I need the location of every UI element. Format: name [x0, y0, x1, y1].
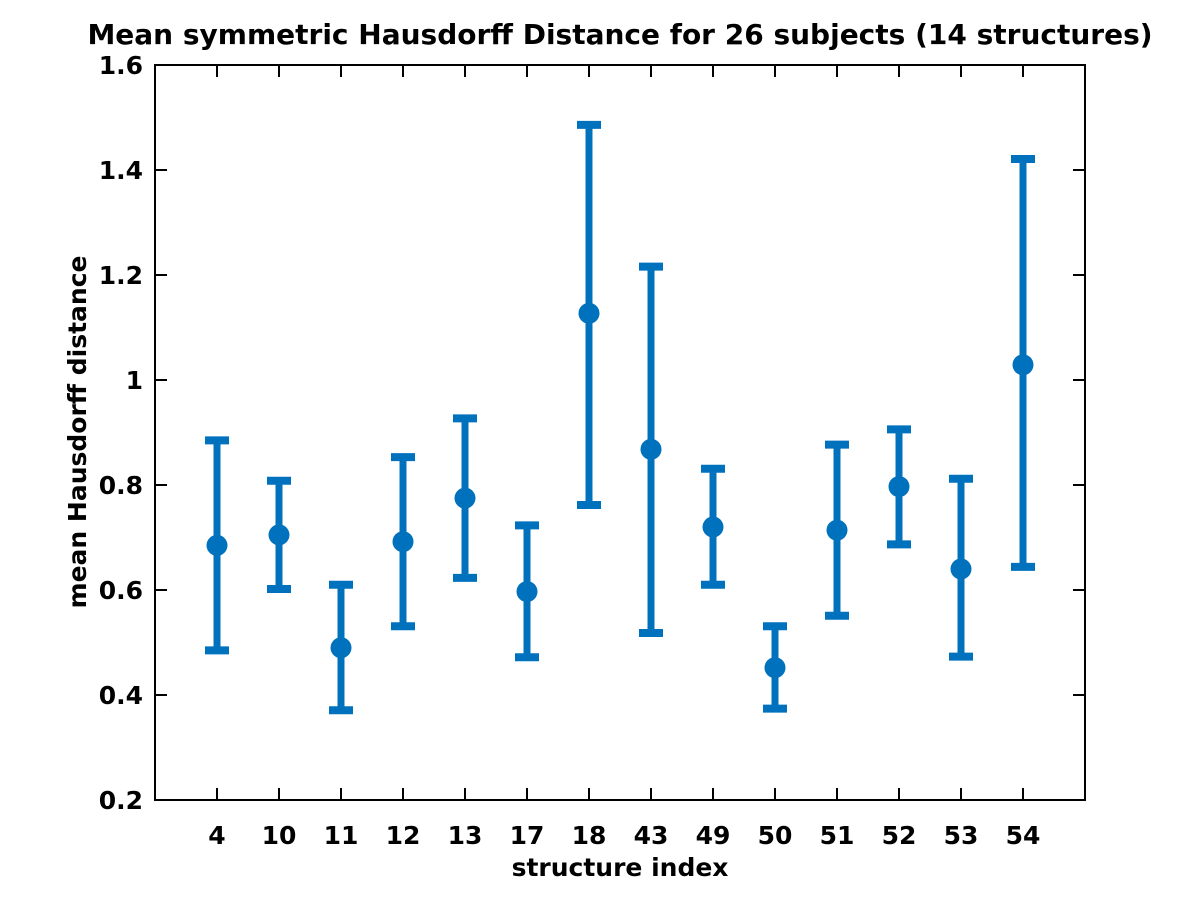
chart-title: Mean symmetric Hausdorff Distance for 26… [87, 18, 1152, 51]
errorbar-structure-52 [887, 425, 911, 549]
x-tick-label: 18 [572, 821, 607, 850]
errorbar-structure-53 [949, 474, 973, 661]
x-tick-label: 4 [208, 821, 225, 850]
errorbar-structure-50 [763, 622, 787, 713]
errorbar-structure-13 [453, 414, 477, 582]
errorbar-structure-43 [639, 262, 663, 638]
mean-data-point [888, 476, 910, 498]
mean-data-point [1012, 354, 1034, 376]
y-tick-label: 0.4 [99, 681, 143, 710]
x-tick-label: 17 [510, 821, 545, 850]
mean-data-point [206, 534, 228, 556]
y-tick-label: 1 [126, 366, 143, 395]
x-tick-label: 50 [758, 821, 793, 850]
x-tick-label: 53 [944, 821, 979, 850]
x-tick-label: 49 [696, 821, 731, 850]
x-axis-label: structure index [512, 853, 729, 882]
errorbar-structure-17 [515, 521, 539, 662]
x-tick-label: 10 [262, 821, 297, 850]
y-tick-label: 1.6 [99, 51, 143, 80]
axes-box [154, 64, 1086, 801]
errorbar-structure-12 [391, 453, 415, 631]
x-tick-label: 13 [448, 821, 483, 850]
mean-data-point [392, 531, 414, 553]
plot-area: 0.2 0.4 0.6 0.8 1 1.2 1.4 1.6 4 10 11 12 13 17 18 43 49 5… [99, 51, 1086, 850]
y-tick-label: 0.6 [99, 576, 143, 605]
y-tick-label: 0.8 [99, 471, 143, 500]
x-tick-label: 12 [386, 821, 421, 850]
mean-data-point [454, 487, 476, 509]
errorbar-structure-18 [577, 120, 601, 509]
errorbar-structure-51 [825, 440, 849, 620]
mean-data-point [764, 657, 786, 679]
errorbar-structure-49 [701, 464, 725, 589]
x-tick-label: 11 [324, 821, 359, 850]
y-tick-label: 1.2 [99, 261, 143, 290]
mean-data-point [268, 524, 290, 546]
errorbar-structure-54 [1011, 154, 1035, 571]
mean-data-point [640, 438, 662, 460]
y-tick-label: 1.4 [99, 156, 143, 185]
mean-data-point [516, 581, 538, 603]
mean-data-point [578, 302, 600, 324]
errorbar-structure-4 [205, 436, 229, 655]
errorbar-structure-10 [267, 476, 291, 593]
mean-data-point [950, 558, 972, 580]
x-tick-label: 52 [882, 821, 917, 850]
x-tick-label: 54 [1006, 821, 1041, 850]
mean-data-point [330, 637, 352, 659]
mean-data-point [826, 519, 848, 541]
x-tick-label: 43 [634, 821, 669, 850]
x-tick-label: 51 [820, 821, 855, 850]
mean-data-point [702, 516, 724, 538]
y-axis-label: mean Hausdorff distance [63, 256, 92, 609]
errorbar-structure-11 [329, 580, 353, 715]
y-tick-label: 0.2 [99, 786, 143, 815]
